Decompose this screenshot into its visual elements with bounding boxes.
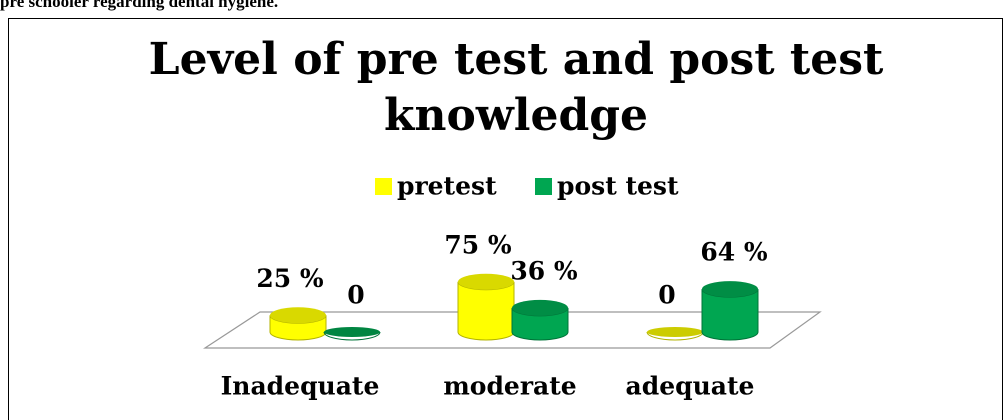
bar-top [458,273,514,290]
cylinder [323,327,381,341]
data-label: 75 % [444,230,511,259]
bar-top [647,327,703,337]
bar-top [702,281,758,298]
chart-frame [8,18,1003,420]
x-tick-label: moderate [443,372,576,401]
cylinder [457,273,515,341]
data-label: 25 % [256,264,323,293]
bar-top [512,299,568,316]
x-tick-label: adequate [626,372,755,401]
caption: pre schooler regarding dental hygiene. [0,0,278,11]
legend-swatch [535,178,552,195]
bar-top [270,307,326,324]
cylinder [511,299,569,341]
data-label: 0 [347,281,364,310]
bar-top [324,327,380,337]
x-tick-label: Inadequate [221,372,380,401]
chart-title: Level of pre test and post test knowledge [149,34,884,141]
legend-swatch [375,178,392,195]
cylinder [269,307,327,341]
data-label: 0 [658,281,675,310]
legend-label: post test [557,172,679,201]
legend-label: pretest [397,172,497,201]
data-label: 36 % [510,256,577,285]
data-label: 64 % [700,238,767,267]
cylinder [701,281,759,341]
bar [457,281,515,341]
